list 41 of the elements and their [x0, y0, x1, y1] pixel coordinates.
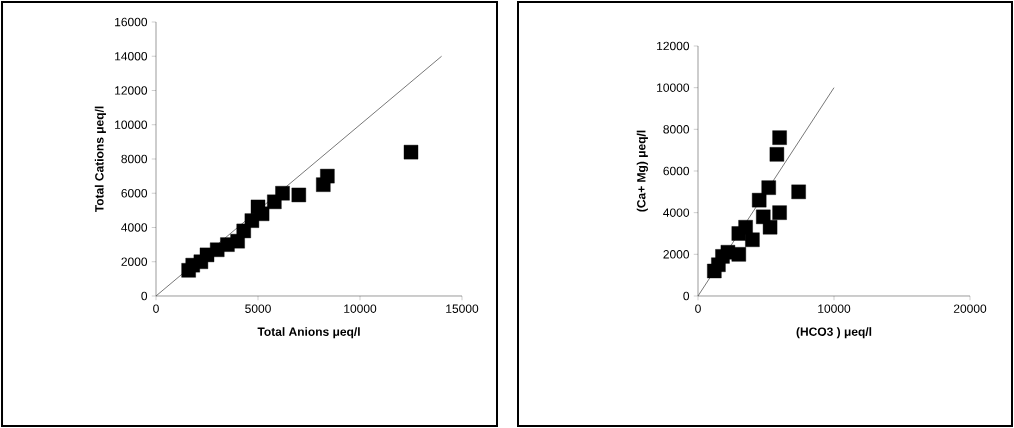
y-axis-title: Total Cations μeq/l: [94, 106, 106, 213]
x-tick-label: 10000: [344, 304, 377, 313]
x-tick-label: 0: [153, 304, 159, 313]
y-tick-label: 4000: [121, 223, 148, 232]
y-tick-label: 16000: [115, 17, 148, 27]
x-tick-label: 15000: [446, 304, 479, 313]
point: [731, 247, 746, 262]
point: [320, 168, 335, 184]
point: [752, 192, 767, 208]
point: [769, 147, 785, 162]
x-tick-label: 5000: [245, 304, 271, 313]
x-tick-label: 20000: [953, 304, 987, 313]
y-tick-label: 6000: [121, 189, 148, 198]
point: [745, 232, 760, 247]
y-tick-label: 12000: [115, 86, 148, 95]
y-tick-label: 10000: [115, 120, 148, 129]
x-tick-label: 0: [695, 304, 701, 313]
x-axis-title: (HCO3 ) μeq/l: [796, 327, 872, 339]
point: [275, 186, 290, 201]
point: [772, 205, 787, 220]
x-axis-title: Total Anions μeq/l: [257, 327, 360, 339]
point: [791, 184, 806, 200]
y-tick-label: 6000: [663, 166, 690, 176]
point: [772, 130, 787, 145]
point: [291, 187, 307, 203]
y-tick-label: 12000: [657, 41, 690, 51]
point: [738, 220, 753, 235]
y-tick-label: 10000: [657, 83, 690, 92]
x-tick-label: 10000: [818, 304, 851, 313]
y-tick-label: 0: [141, 291, 148, 301]
point: [762, 220, 778, 235]
point: [403, 144, 419, 160]
y-tick-label: 4000: [663, 208, 690, 217]
point: [761, 180, 776, 195]
y-tick-label: 8000: [121, 154, 148, 164]
y-axis-title: (Ca+ Mg) μeq/l: [636, 130, 648, 212]
y-tick-label: 2000: [663, 250, 690, 259]
y-tick-label: 8000: [663, 125, 690, 134]
y-tick-label: 14000: [115, 52, 148, 61]
y-tick-label: 2000: [121, 257, 148, 266]
y-tick-label: 0: [683, 291, 690, 301]
